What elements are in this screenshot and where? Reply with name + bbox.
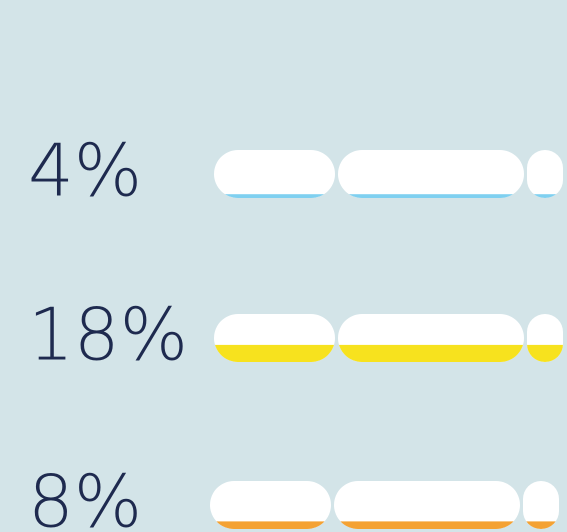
tube-fill: [214, 344, 335, 362]
tube-segment: [523, 481, 559, 529]
tube-fill: [338, 344, 524, 362]
tube-fill: [527, 194, 563, 198]
tube-fill: [210, 521, 331, 529]
percent-label: 8%: [28, 460, 142, 532]
tube-fill: [214, 194, 335, 198]
tube-segment: [527, 150, 563, 198]
tube-segment: [214, 150, 335, 198]
tube-segment: [210, 481, 331, 529]
percent-label: 4%: [28, 129, 142, 213]
percent-label: 18%: [28, 293, 188, 377]
tube-segment: [334, 481, 520, 529]
tube-segment: [338, 150, 524, 198]
tube-fill: [523, 521, 559, 529]
tube-fill: [334, 521, 520, 529]
tube-fill: [338, 194, 524, 198]
tube-fill: [527, 344, 563, 362]
